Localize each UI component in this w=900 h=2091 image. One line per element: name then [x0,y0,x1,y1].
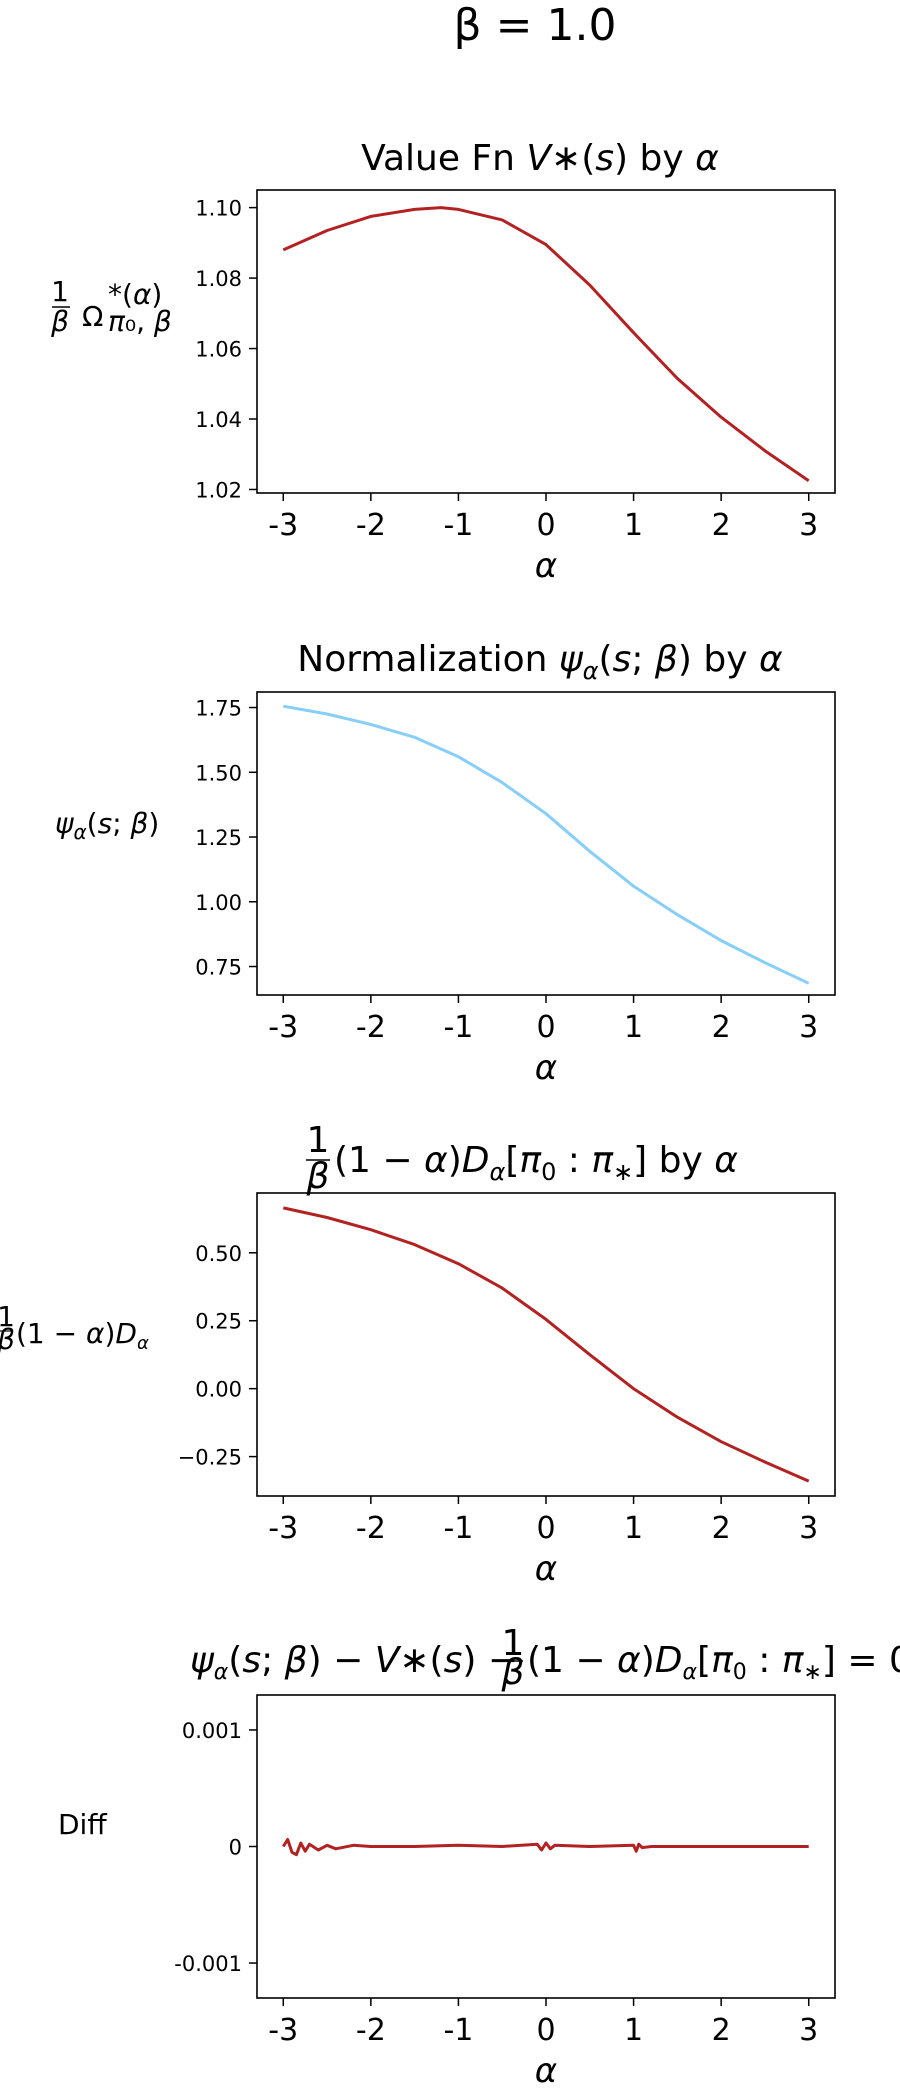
x-tick-label: -3 [268,1010,298,1045]
x-axis-label: α [535,2051,557,2091]
x-tick-label: -1 [443,2013,473,2048]
svg-text:1: 1 [51,275,69,308]
plot-value-fn: -3 -2 -1 0 1 2 3 1.02 1.04 1.06 1.08 1.10 α [195,189,836,586]
ylabel-normalization: ψα(s; β) [55,807,159,844]
x-tick-label: -1 [443,508,473,543]
svg-text:β: β [0,1323,15,1356]
panel-title-difference: ψα(s; β) − V∗(s) − 1 β (1 − α)Dα[π0 : π∗… [190,1623,900,1693]
series-line [282,1838,809,1857]
svg-text:π₀, β: π₀, β [108,305,172,338]
svg-text:β: β [50,305,69,338]
svg-text:Ω: Ω [82,300,103,333]
svg-text:β: β [501,1652,525,1693]
x-tick-label: 2 [712,508,731,543]
svg-text:ψα(s; β) − V∗(s) −: ψα(s; β) − V∗(s) − [190,1640,518,1685]
x-tick-label: -1 [443,1010,473,1045]
x-tick-label: 0 [536,1511,555,1546]
series-line [283,704,810,985]
x-tick-label: -3 [268,508,298,543]
svg-text:1: 1 [307,1120,330,1161]
axes-frame [256,1192,836,1497]
y-tick-label: 0.001 [182,1719,242,1743]
x-tick-label: 3 [799,2013,818,2048]
x-tick-label: 0 [536,508,555,543]
svg-text:(1 − α)Dα[π0 : π∗] by α: (1 − α)Dα[π0 : π∗] by α [334,1140,738,1186]
y-tick-label: 1.08 [195,267,242,291]
plot-divergence: -3 -2 -1 0 1 2 3 −0.25 0.00 0.25 0.50 α [178,1192,836,1589]
x-tick-label: 2 [712,1010,731,1045]
y-tick-label: 0.75 [195,956,242,980]
x-axis-label: α [535,1549,557,1589]
plot-normalization: -3 -2 -1 0 1 2 3 0.75 1.00 1.25 1.50 1.75 α [195,691,836,1088]
axes-frame [256,189,836,494]
panel-difference: ψα(s; β) − V∗(s) − 1 β (1 − α)Dα[π0 : π∗… [58,1623,900,2091]
x-tick-label: 1 [624,508,643,543]
y-tick-label: 1.02 [195,478,242,502]
series-line [282,206,810,482]
x-tick-label: 0 [536,2013,555,2048]
x-tick-label: 2 [712,1511,731,1546]
y-tick-label: 1.10 [195,197,242,221]
svg-text:β: β [306,1156,330,1197]
svg-text:(1 − α)Dα: (1 − α)Dα [16,1317,149,1354]
x-axis-label: α [535,1048,557,1088]
panel-title-divergence: 1 β (1 − α)Dα[π0 : π∗] by α [306,1120,739,1197]
x-tick-label: 1 [624,1010,643,1045]
y-tick-label: 0.50 [195,1242,242,1266]
x-tick-label: 3 [799,508,818,543]
svg-text:1: 1 [502,1623,525,1664]
y-tick-label: 1.00 [195,891,242,915]
panel-value-fn: Value Fn V∗(s) by α 1 β Ω *(α) π₀, β -3-… [50,138,836,586]
y-tick-label: 1.06 [195,338,242,362]
svg-text:*(α): *(α) [108,278,162,311]
y-tick-label: 0 [229,1836,242,1860]
y-tick-label: −0.25 [178,1446,242,1470]
panel-title-normalization: Normalization ψα(s; β) by α [297,639,783,685]
x-tick-label: 2 [712,2013,731,2048]
x-tick-label: 1 [624,2013,643,2048]
panel-divergence: 1 β (1 − α)Dα[π0 : π∗] by α 1 β (1 − α)D… [0,1120,836,1589]
svg-text:(1 − α)Dα[π0 : π∗] = 0: (1 − α)Dα[π0 : π∗] = 0 [527,1640,900,1685]
y-tick-label: 0.00 [195,1378,242,1402]
ylabel-value-fn: 1 β Ω *(α) π₀, β [50,275,172,338]
y-tick-label: 1.04 [195,408,242,432]
x-tick-label: -1 [443,1511,473,1546]
plot-difference: -3 -2 -1 0 1 2 3 -0.001 0 0.001 α [174,1694,836,2091]
x-tick-label: -2 [356,2013,386,2048]
x-tick-label: -3 [268,1511,298,1546]
svg-text:1: 1 [0,1300,15,1333]
ylabel-divergence: 1 β (1 − α)Dα [0,1300,149,1356]
y-tick-label: -0.001 [174,1952,242,1976]
axes-frame [256,691,836,996]
y-tick-label: 1.50 [195,761,242,785]
x-tick-label: -2 [356,1511,386,1546]
x-tick-label: -2 [356,508,386,543]
x-tick-label: 3 [799,1010,818,1045]
y-tick-label: 1.25 [195,826,242,850]
x-tick-label: 3 [799,1511,818,1546]
x-tick-label: 1 [624,1511,643,1546]
y-tick-label: 1.75 [195,697,242,721]
figure-suptitle: β = 1.0 [454,0,617,51]
x-axis-label: α [535,546,557,586]
y-tick-label: 0.25 [195,1310,242,1334]
x-tick-label: -3 [268,2013,298,2048]
ylabel-difference: Diff [58,1808,107,1841]
x-tick-label: -2 [356,1010,386,1045]
series-line [282,1206,810,1483]
panel-normalization: Normalization ψα(s; β) by α ψα(s; β) -3-… [55,639,836,1088]
x-tick-label: 0 [536,1010,555,1045]
panel-title-value-fn: Value Fn V∗(s) by α [361,138,719,179]
